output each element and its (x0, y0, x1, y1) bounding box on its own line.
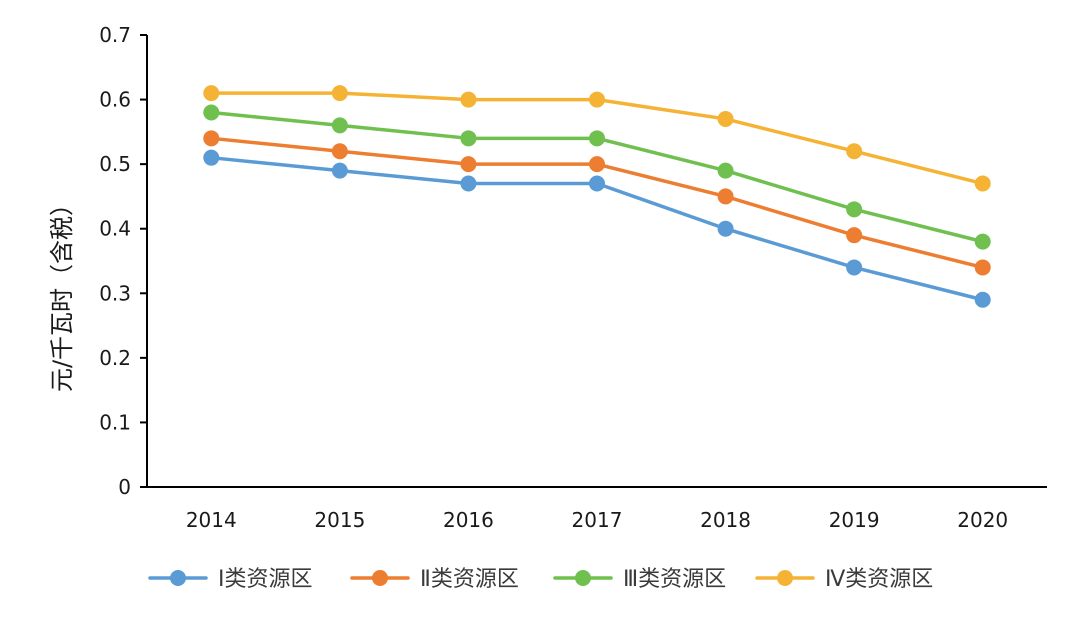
data-point (331, 143, 348, 160)
data-point (974, 175, 991, 192)
series-1 (203, 149, 991, 308)
series-3 (203, 104, 991, 250)
y-tick-label: 0.3 (99, 281, 131, 305)
data-point (717, 220, 734, 237)
data-point (460, 130, 477, 147)
x-tick-label: 2018 (700, 508, 751, 532)
data-point (717, 110, 734, 127)
data-point (331, 85, 348, 102)
legend: Ⅰ类资源区 Ⅱ类资源区 Ⅲ类资源区 Ⅳ类资源区 (148, 567, 933, 592)
data-point (589, 91, 605, 108)
x-tick-label: 2015 (314, 508, 365, 532)
x-tick-label: 2014 (186, 508, 237, 532)
data-point (203, 104, 220, 121)
legend-label: Ⅳ类资源区 (825, 567, 933, 592)
y-tick-label: 0.1 (99, 410, 131, 434)
data-point (974, 233, 991, 250)
data-point (846, 143, 863, 160)
data-point (460, 175, 477, 192)
y-tick-label: 0.5 (99, 152, 131, 176)
data-point (331, 117, 348, 134)
data-point (203, 85, 220, 102)
legend-item: Ⅱ类资源区 (350, 567, 519, 592)
x-tick-label: 2017 (572, 508, 623, 532)
legend-label: Ⅰ类资源区 (218, 567, 313, 592)
data-point (846, 259, 863, 276)
series-group (203, 85, 991, 308)
data-point (846, 227, 863, 244)
y-tick-label: 0.6 (99, 88, 131, 112)
y-tick-label: 0.4 (99, 217, 131, 241)
data-point (331, 162, 348, 179)
data-point (589, 156, 605, 173)
data-point (203, 149, 220, 166)
y-tick-label: 0.2 (99, 346, 131, 370)
data-point (203, 130, 220, 147)
series-4 (203, 85, 991, 192)
data-point (589, 130, 605, 147)
legend-swatch-marker (777, 570, 793, 586)
data-point (717, 188, 734, 205)
legend-label: Ⅱ类资源区 (420, 567, 519, 592)
legend-swatch-marker (575, 570, 591, 586)
data-point (460, 156, 477, 173)
legend-label: Ⅲ类资源区 (623, 567, 726, 592)
axes: 0 0.1 0.2 0.3 0.4 0.5 0.6 0.7 2014 2015 2016 2017 20… (48, 23, 1047, 532)
data-point (717, 162, 734, 179)
data-point (974, 291, 991, 308)
series-2 (203, 130, 991, 276)
legend-swatch-marker (372, 570, 388, 586)
data-point (589, 175, 605, 192)
legend-item: Ⅰ类资源区 (148, 567, 313, 592)
legend-item: Ⅲ类资源区 (553, 567, 726, 592)
x-tick-label: 2019 (829, 508, 880, 532)
legend-swatch-marker (170, 570, 186, 586)
data-point (974, 259, 991, 276)
y-tick-label: 0 (118, 475, 131, 499)
legend-item: Ⅳ类资源区 (755, 567, 933, 592)
data-point (460, 91, 477, 108)
y-tick-label: 0.7 (99, 23, 131, 47)
x-tick-label: 2016 (443, 508, 494, 532)
data-point (846, 201, 863, 218)
x-tick-label: 2020 (957, 508, 1008, 532)
y-axis-label: 元/千瓦时（含税） (48, 192, 76, 392)
